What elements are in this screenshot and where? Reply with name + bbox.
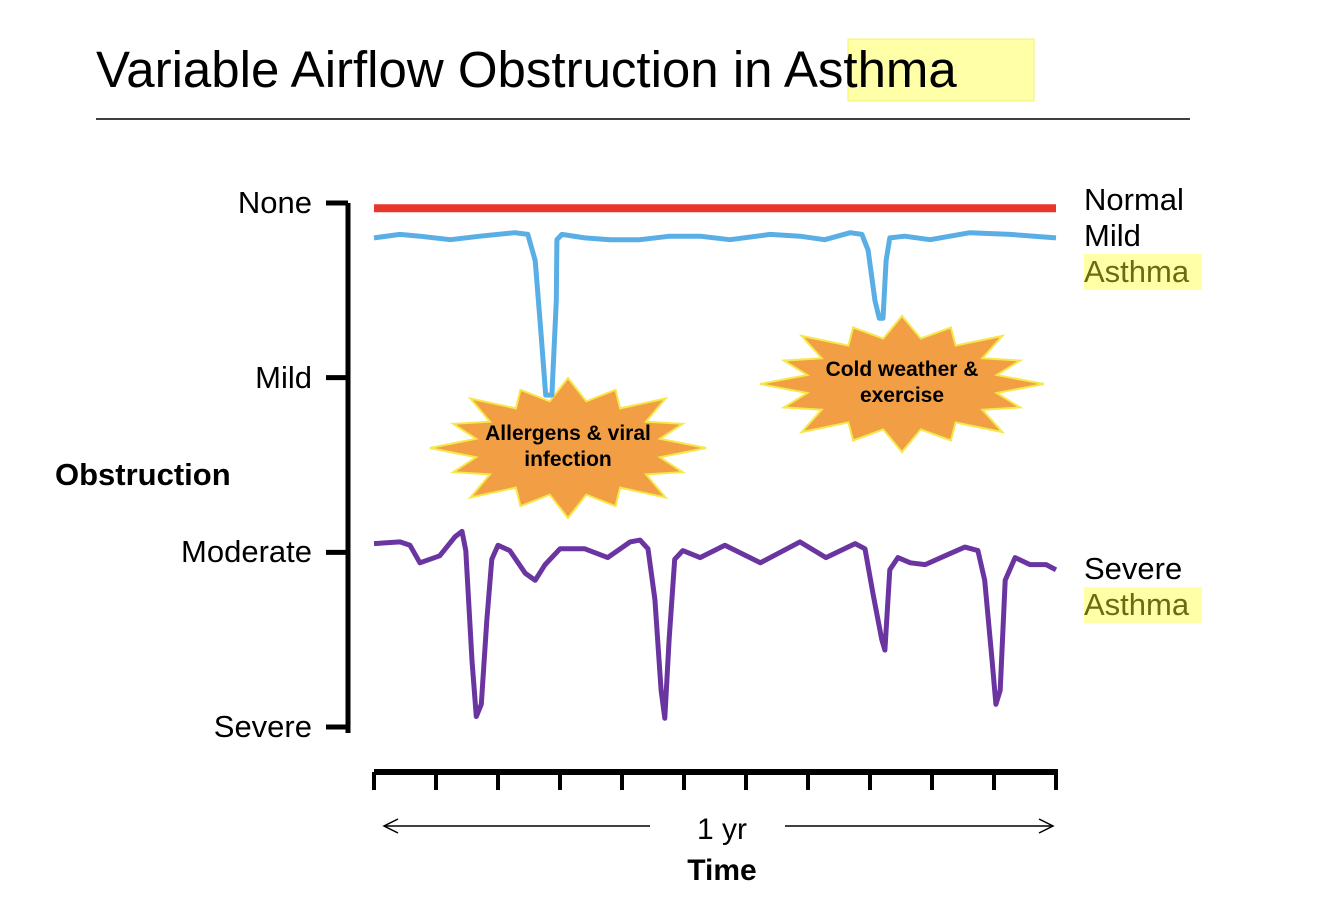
line <box>373 528 1058 721</box>
starburst <box>429 376 707 520</box>
x-ticks <box>372 772 1058 790</box>
legend-label: Normal <box>1084 182 1184 217</box>
y-tick-label: Moderate <box>181 534 312 570</box>
starburst <box>759 314 1045 454</box>
legend-label: Severe Asthma <box>1084 551 1202 623</box>
annotation: Allergens & viral infection <box>485 422 651 471</box>
x-axis-title: Time <box>687 854 757 887</box>
y-tick-label: Mild <box>255 359 312 395</box>
annotation: Cold weather & exercise <box>825 358 979 407</box>
y-tick-label: None <box>237 185 312 220</box>
line <box>373 230 1057 398</box>
span-label: 1 yr <box>696 813 747 846</box>
legend-label: Mild Asthma <box>1084 218 1202 290</box>
y-axis-title: Obstruction <box>55 457 231 492</box>
span-arrow <box>382 818 1055 834</box>
chart-title: Variable Airflow Obstruction in Asthma <box>96 41 957 98</box>
y-tick-label: Severe <box>213 709 312 744</box>
highlight <box>847 38 1035 102</box>
